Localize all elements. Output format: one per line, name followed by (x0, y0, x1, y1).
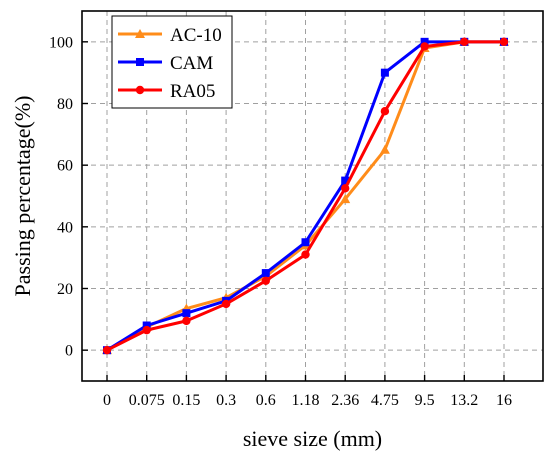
legend-swatch-marker (135, 29, 145, 38)
x-tick-label: 1.18 (292, 392, 320, 409)
plot-frame (81, 10, 544, 382)
series-ra05 (102, 37, 509, 355)
data-point (341, 176, 350, 185)
data-point (301, 250, 310, 259)
data-point (261, 276, 270, 285)
ticks-layer: 0 0.075 0.15 0.3 0.6 1.18 2.36 4.75 9.5 13.2 16 0 20… (49, 34, 512, 409)
legend-label: RA05 (170, 81, 215, 102)
legend: AC-10 CAM RA05 (111, 15, 233, 109)
data-point (221, 299, 231, 309)
data-point (102, 345, 112, 355)
series-layer (102, 36, 509, 355)
data-point (340, 194, 351, 204)
legend-item: CAM (118, 53, 213, 74)
legend-label: AC-10 (170, 25, 222, 46)
y-tick-label: 100 (49, 34, 73, 51)
legend-swatch-marker (135, 85, 145, 95)
y-tick-label: 0 (65, 343, 73, 360)
data-point (182, 316, 191, 326)
legend-item: AC-10 (118, 25, 222, 46)
data-point (499, 37, 509, 47)
data-point (301, 238, 310, 247)
legend-item: RA05 (118, 81, 215, 102)
data-point (379, 144, 390, 154)
series-cam (103, 37, 508, 355)
y-tick-label: 80 (57, 96, 73, 113)
x-tick-label: 13.2 (450, 392, 478, 409)
x-axis-label: sieve size (mm) (243, 426, 382, 451)
data-point (460, 37, 469, 47)
y-tick-label: 60 (57, 158, 73, 175)
data-point (261, 269, 270, 278)
x-tick-label: 0 (103, 392, 111, 409)
data-point (420, 37, 429, 46)
data-point (420, 42, 429, 51)
y-tick-label: 20 (57, 281, 73, 298)
x-tick-label: 4.75 (371, 392, 399, 409)
x-tick-label: 2.36 (331, 392, 359, 409)
x-tick-label: 9.5 (415, 392, 435, 409)
legend-swatch-marker (136, 58, 144, 66)
x-tick-label: 0.6 (256, 392, 276, 409)
x-tick-label: 0.3 (216, 392, 236, 409)
data-point (142, 325, 151, 335)
data-point (380, 107, 390, 116)
y-axis-label: Passing percentage(%) (10, 96, 35, 297)
data-point (341, 184, 350, 193)
x-tick-label: 0.15 (172, 392, 200, 409)
data-point (182, 309, 191, 318)
x-tick-label: 16 (496, 392, 512, 409)
data-point (142, 321, 151, 330)
x-tick-label: 0.075 (129, 392, 165, 409)
data-point (380, 68, 389, 77)
legend-label: CAM (170, 53, 213, 74)
y-tick-label: 40 (57, 219, 73, 236)
